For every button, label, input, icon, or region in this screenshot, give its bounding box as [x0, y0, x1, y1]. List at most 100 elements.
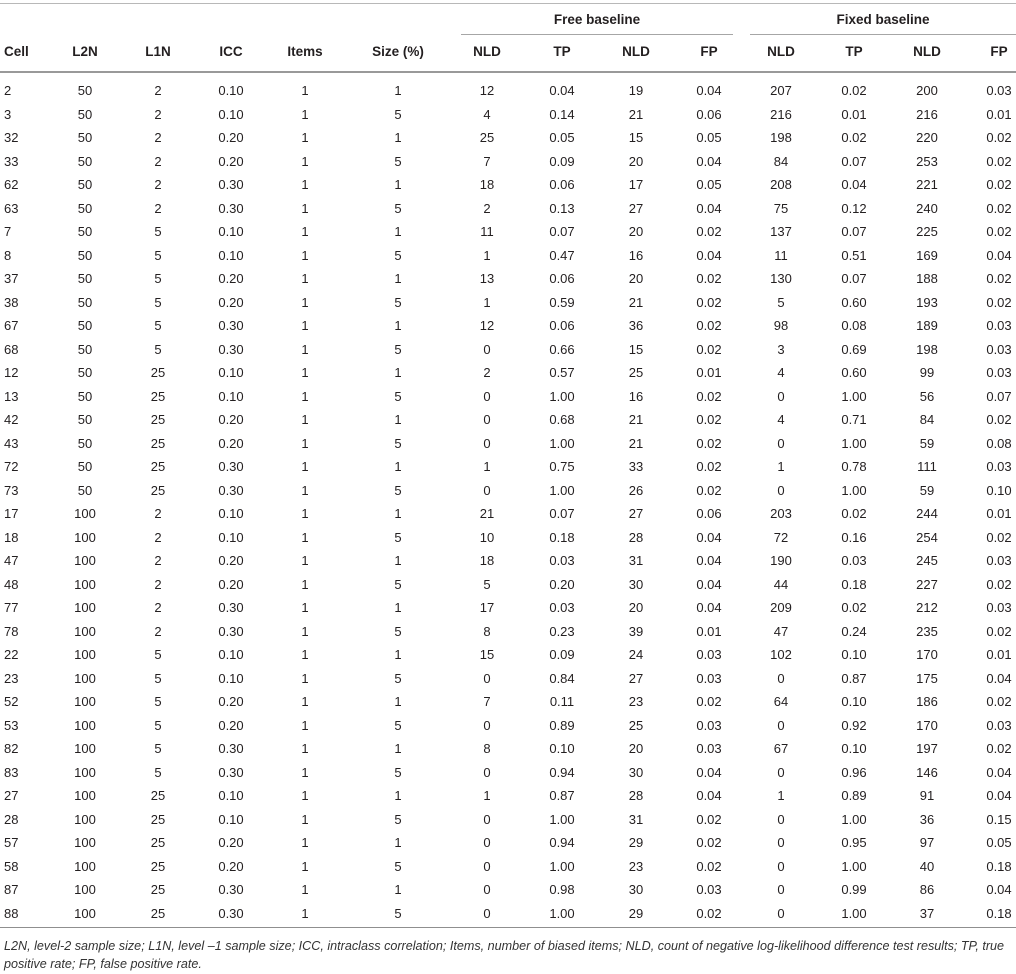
table-row: 88 100 25 0.30 1 5 0 1.00 29 0.02 0 1.00 37 0.18	[0, 902, 1016, 926]
fixed-nld-b-cell: 254	[916, 529, 938, 545]
fixed-nld-b-cell: 189	[916, 318, 938, 334]
col-header-icc: ICC	[219, 44, 243, 59]
free-nld-b-cell: 24	[628, 647, 644, 663]
free-fp-cell: 0.01	[696, 623, 722, 639]
table-row: 33 50 2 0.20 1 5 7 0.09 20 0.04 84 0.07 253 0.02	[0, 150, 1016, 174]
items-cell: 1	[301, 788, 309, 804]
items-cell: 1	[301, 529, 309, 545]
col-header-cell: Cell	[4, 44, 29, 59]
fixed-fp-cell: 0.04	[986, 788, 1012, 804]
free-tp-cell: 0.03	[549, 553, 575, 569]
icc-cell: 0.20	[218, 717, 244, 733]
fixed-nld-b-cell: 198	[916, 341, 938, 357]
fixed-fp-cell: 0.02	[986, 177, 1012, 193]
free-nld-b-cell: 29	[628, 835, 644, 851]
free-nld-a-cell: 5	[483, 576, 491, 592]
l1n-cell: 25	[150, 788, 166, 804]
fixed-nld-b-cell: 227	[916, 576, 938, 592]
l2n-cell: 100	[74, 858, 96, 874]
items-cell: 1	[301, 670, 309, 686]
free-tp-cell: 0.06	[549, 318, 575, 334]
free-fp-cell: 0.02	[696, 388, 722, 404]
cell-cell: 42	[4, 412, 19, 428]
l2n-cell: 50	[77, 412, 93, 428]
fixed-nld-a-cell: 102	[770, 647, 792, 663]
fixed-tp-cell: 0.16	[841, 529, 867, 545]
size-cell: 1	[394, 318, 402, 334]
cell-cell: 32	[4, 130, 19, 146]
free-fp-cell: 0.02	[696, 482, 722, 498]
cell-cell: 52	[4, 694, 19, 710]
col-header-fixed-nld-a: NLD	[767, 44, 795, 59]
fixed-nld-b-cell: 245	[916, 553, 938, 569]
free-nld-b-cell: 39	[628, 623, 644, 639]
free-nld-a-cell: 0	[483, 835, 491, 851]
fixed-tp-cell: 0.02	[841, 506, 867, 522]
l1n-cell: 5	[154, 670, 162, 686]
fixed-nld-a-cell: 47	[773, 623, 789, 639]
items-cell: 1	[301, 506, 309, 522]
fixed-tp-cell: 0.07	[841, 153, 867, 169]
free-fp-cell: 0.02	[696, 694, 722, 710]
icc-cell: 0.10	[218, 506, 244, 522]
cell-cell: 7	[4, 224, 12, 240]
cell-cell: 17	[4, 506, 19, 522]
icc-cell: 0.20	[218, 271, 244, 287]
fixed-tp-cell: 1.00	[841, 388, 867, 404]
items-cell: 1	[301, 247, 309, 263]
free-tp-cell: 0.68	[549, 412, 575, 428]
fixed-nld-a-cell: 0	[777, 435, 785, 451]
fixed-nld-a-cell: 11	[774, 247, 788, 263]
col-header-fixed-nld-b: NLD	[913, 44, 941, 59]
items-cell: 1	[301, 576, 309, 592]
fixed-fp-cell: 0.04	[986, 764, 1012, 780]
fixed-nld-b-cell: 212	[916, 600, 938, 616]
fixed-fp-cell: 0.18	[986, 858, 1012, 874]
fixed-fp-cell: 0.03	[986, 553, 1012, 569]
free-fp-cell: 0.02	[696, 224, 722, 240]
cell-cell: 83	[4, 764, 19, 780]
free-tp-cell: 0.14	[549, 106, 575, 122]
table-row: 82 100 5 0.30 1 1 8 0.10 20 0.03 67 0.10 197 0.02	[0, 737, 1016, 761]
cell-cell: 53	[4, 717, 19, 733]
fixed-nld-a-cell: 0	[777, 388, 785, 404]
items-cell: 1	[301, 271, 309, 287]
free-nld-b-cell: 30	[628, 576, 644, 592]
fixed-nld-a-cell: 203	[770, 506, 792, 522]
free-fp-cell: 0.04	[696, 576, 722, 592]
fixed-fp-cell: 0.05	[986, 835, 1012, 851]
free-tp-cell: 0.11	[549, 694, 575, 710]
fixed-nld-b-cell: 225	[916, 224, 938, 240]
fixed-nld-a-cell: 0	[777, 670, 785, 686]
fixed-tp-cell: 0.71	[841, 412, 867, 428]
items-cell: 1	[301, 882, 309, 898]
free-fp-cell: 0.01	[696, 365, 722, 381]
table-row: 83 100 5 0.30 1 5 0 0.94 30 0.04 0 0.96 146 0.04	[0, 761, 1016, 785]
bottom-rule	[0, 927, 1016, 928]
free-nld-a-cell: 0	[483, 482, 491, 498]
fixed-tp-cell: 0.87	[841, 670, 867, 686]
free-nld-b-cell: 20	[628, 600, 644, 616]
fixed-nld-a-cell: 0	[777, 811, 785, 827]
fixed-nld-a-cell: 207	[770, 83, 792, 99]
fixed-nld-b-cell: 200	[916, 83, 938, 99]
cell-cell: 73	[4, 482, 19, 498]
table-row: 52 100 5 0.20 1 1 7 0.11 23 0.02 64 0.10 186 0.02	[0, 690, 1016, 714]
l1n-cell: 25	[150, 412, 166, 428]
l2n-cell: 100	[74, 553, 96, 569]
fixed-fp-cell: 0.02	[986, 623, 1012, 639]
items-cell: 1	[301, 811, 309, 827]
fixed-tp-cell: 1.00	[841, 905, 867, 921]
fixed-nld-a-cell: 4	[777, 365, 785, 381]
free-nld-a-cell: 0	[483, 764, 491, 780]
cell-cell: 37	[4, 271, 19, 287]
free-nld-a-cell: 18	[479, 553, 495, 569]
icc-cell: 0.10	[218, 811, 244, 827]
icc-cell: 0.10	[218, 388, 244, 404]
fixed-nld-a-cell: 137	[770, 224, 792, 240]
l2n-cell: 50	[77, 388, 93, 404]
table-row: 12 50 25 0.10 1 1 2 0.57 25 0.01 4 0.60 99 0.03	[0, 361, 1016, 385]
free-nld-b-cell: 30	[628, 882, 644, 898]
table-row: 58 100 25 0.20 1 5 0 1.00 23 0.02 0 1.00 40 0.18	[0, 855, 1016, 879]
size-cell: 1	[394, 130, 402, 146]
